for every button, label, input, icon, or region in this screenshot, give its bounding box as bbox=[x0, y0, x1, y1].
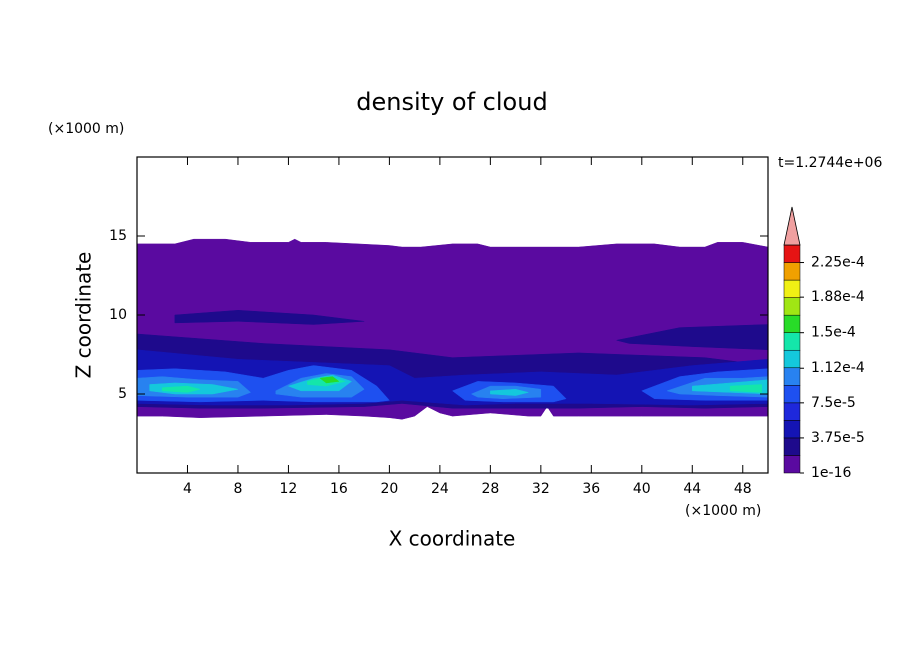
chart-title: density of cloud bbox=[356, 88, 547, 116]
x-tick-label: 24 bbox=[431, 481, 449, 497]
colorbar-tick-label: 7.5e-5 bbox=[811, 395, 856, 411]
colorbar-band bbox=[783, 262, 801, 281]
colorbar-band bbox=[783, 314, 801, 333]
contour-region bbox=[319, 376, 340, 384]
colorbar-over bbox=[783, 206, 801, 246]
colorbar-band bbox=[783, 437, 801, 456]
time-annotation: t=1.2744e+06 bbox=[778, 155, 882, 171]
contour-region bbox=[490, 389, 529, 396]
y-unit: (×1000 m) bbox=[48, 121, 124, 137]
colorbar-tick-label: 3.75e-5 bbox=[811, 430, 865, 446]
contour-field bbox=[137, 238, 768, 420]
colorbar-tick-label: 2.25e-4 bbox=[811, 255, 865, 271]
x-unit: (×1000 m) bbox=[685, 503, 761, 519]
colorbar-tick-label: 1.12e-4 bbox=[811, 360, 865, 376]
colorbar-band bbox=[783, 402, 801, 421]
x-tick-label: 4 bbox=[183, 481, 192, 497]
colorbar-band bbox=[783, 367, 801, 386]
x-axis-label: X coordinate bbox=[389, 527, 516, 551]
x-tick-label: 16 bbox=[330, 481, 348, 497]
x-tick-label: 32 bbox=[532, 481, 550, 497]
y-tick-label: 10 bbox=[109, 307, 127, 323]
colorbar-tick-label: 1.88e-4 bbox=[811, 289, 865, 305]
contour-region bbox=[161, 385, 201, 393]
y-tick-label: 5 bbox=[118, 386, 127, 402]
x-tick-label: 36 bbox=[582, 481, 600, 497]
contour-region bbox=[729, 384, 762, 393]
colorbar-tick-label: 1.5e-4 bbox=[811, 325, 856, 341]
contour-region bbox=[616, 324, 768, 351]
x-tick-label: 40 bbox=[633, 481, 651, 497]
x-tick-label: 8 bbox=[233, 481, 242, 497]
x-tick-label: 44 bbox=[683, 481, 701, 497]
colorbar-band bbox=[783, 420, 801, 439]
x-tick-label: 12 bbox=[280, 481, 298, 497]
x-tick-label: 48 bbox=[734, 481, 752, 497]
y-tick-label: 15 bbox=[109, 228, 127, 244]
colorbar-band bbox=[783, 297, 801, 316]
axes: 4 8 12 16 20 24 28 32 36 40 44 48510151e-163.75e-57… bbox=[109, 156, 865, 497]
colorbar-band bbox=[783, 349, 801, 369]
colorbar-band bbox=[783, 332, 801, 351]
y-axis-label: Z coordinate bbox=[72, 252, 96, 379]
x-tick-label: 20 bbox=[380, 481, 398, 497]
colorbar-band bbox=[783, 455, 801, 474]
colorbar-band bbox=[783, 385, 801, 404]
contour-region bbox=[174, 310, 365, 325]
colorbar-band bbox=[783, 279, 801, 298]
colorbar-band bbox=[783, 244, 801, 263]
x-tick-label: 28 bbox=[481, 481, 499, 497]
colorbar-tick-label: 1e-16 bbox=[811, 465, 851, 481]
